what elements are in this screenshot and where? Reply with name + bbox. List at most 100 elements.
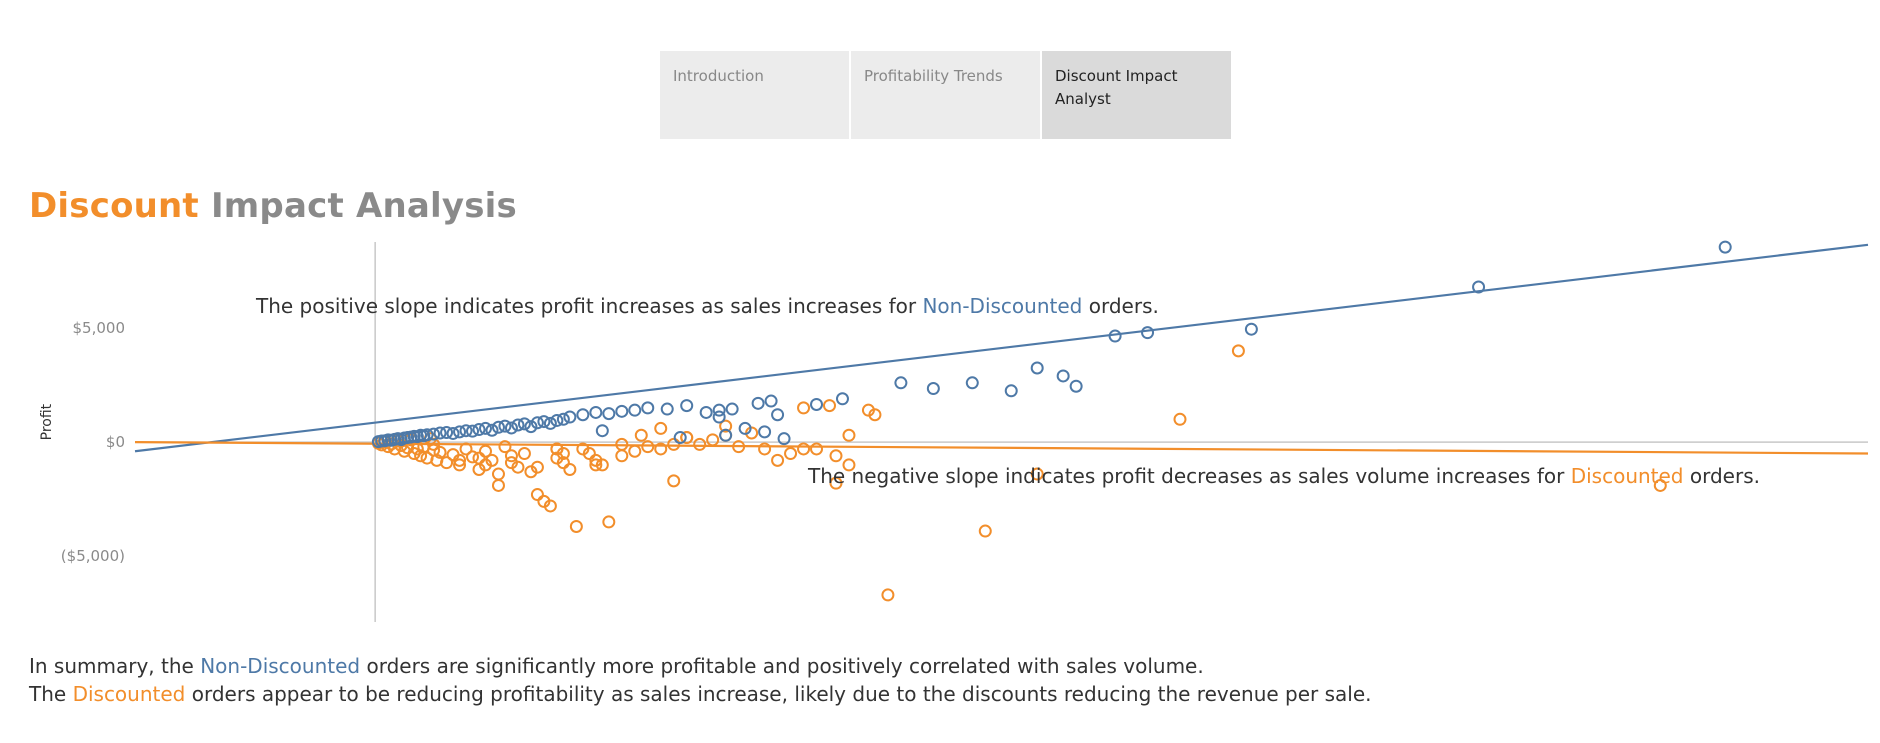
point-non-discounted[interactable]	[777, 432, 791, 446]
point-discounted[interactable]	[829, 449, 843, 463]
point-non-discounted[interactable]	[712, 403, 726, 417]
point-discounted[interactable]	[706, 433, 720, 447]
point-discounted[interactable]	[543, 499, 557, 513]
point-non-discounted[interactable]	[589, 405, 603, 419]
point-non-discounted[interactable]	[550, 413, 564, 427]
point-discounted[interactable]	[530, 460, 544, 474]
point-non-discounted[interactable]	[595, 424, 609, 438]
point-non-discounted[interactable]	[712, 410, 726, 424]
point-discounted[interactable]	[433, 445, 447, 459]
point-discounted[interactable]	[556, 456, 570, 470]
point-discounted[interactable]	[569, 519, 583, 533]
point-discounted[interactable]	[472, 451, 486, 465]
point-discounted[interactable]	[829, 476, 843, 490]
point-non-discounted[interactable]	[1004, 384, 1018, 398]
point-non-discounted[interactable]	[1141, 326, 1155, 340]
point-non-discounted[interactable]	[1472, 280, 1486, 294]
point-discounted[interactable]	[410, 442, 424, 456]
point-non-discounted[interactable]	[504, 421, 518, 435]
point-discounted[interactable]	[641, 440, 655, 454]
scatter-chart[interactable]: $5,000 $0 ($5,000) Profit	[0, 230, 1880, 630]
point-discounted[interactable]	[550, 442, 564, 456]
point-discounted[interactable]	[589, 458, 603, 472]
point-non-discounted[interactable]	[628, 403, 642, 417]
point-discounted[interactable]	[1030, 467, 1044, 481]
point-discounted[interactable]	[478, 444, 492, 458]
point-discounted[interactable]	[842, 458, 856, 472]
point-non-discounted[interactable]	[459, 424, 473, 438]
point-non-discounted[interactable]	[764, 394, 778, 408]
point-non-discounted[interactable]	[1244, 322, 1258, 336]
point-discounted[interactable]	[797, 442, 811, 456]
point-discounted[interactable]	[491, 467, 505, 481]
point-non-discounted[interactable]	[446, 426, 460, 440]
point-discounted[interactable]	[732, 440, 746, 454]
point-discounted[interactable]	[459, 442, 473, 456]
point-discounted[interactable]	[758, 442, 772, 456]
point-non-discounted[interactable]	[615, 404, 629, 418]
point-discounted[interactable]	[453, 453, 467, 467]
point-non-discounted[interactable]	[771, 408, 785, 422]
point-discounted[interactable]	[654, 442, 668, 456]
point-discounted[interactable]	[453, 458, 467, 472]
point-non-discounted[interactable]	[602, 407, 616, 421]
point-discounted[interactable]	[602, 515, 616, 529]
point-discounted[interactable]	[1653, 478, 1667, 492]
point-non-discounted[interactable]	[466, 424, 480, 438]
point-non-discounted[interactable]	[1108, 329, 1122, 343]
point-non-discounted[interactable]	[699, 405, 713, 419]
point-non-discounted[interactable]	[537, 415, 551, 429]
point-non-discounted[interactable]	[641, 401, 655, 415]
point-non-discounted[interactable]	[751, 396, 765, 410]
point-non-discounted[interactable]	[420, 428, 434, 442]
point-discounted[interactable]	[978, 524, 992, 538]
point-non-discounted[interactable]	[673, 431, 687, 445]
point-non-discounted[interactable]	[511, 418, 525, 432]
tab-discount-impact-analyst[interactable]: Discount Impact Analyst	[1042, 51, 1231, 139]
point-non-discounted[interactable]	[810, 397, 824, 411]
point-non-discounted[interactable]	[725, 402, 739, 416]
point-discounted[interactable]	[504, 449, 518, 463]
point-discounted[interactable]	[693, 437, 707, 451]
point-discounted[interactable]	[440, 456, 454, 470]
point-non-discounted[interactable]	[563, 410, 577, 424]
tab-introduction[interactable]: Introduction	[660, 51, 849, 139]
point-non-discounted[interactable]	[719, 428, 733, 442]
point-non-discounted[interactable]	[524, 420, 538, 434]
tab-profitability-trends[interactable]: Profitability Trends	[851, 51, 1040, 139]
point-non-discounted[interactable]	[1069, 379, 1083, 393]
point-discounted[interactable]	[881, 588, 895, 602]
point-non-discounted[interactable]	[835, 392, 849, 406]
point-non-discounted[interactable]	[680, 399, 694, 413]
point-non-discounted[interactable]	[738, 421, 752, 435]
point-discounted[interactable]	[498, 440, 512, 454]
point-non-discounted[interactable]	[427, 427, 441, 441]
point-non-discounted[interactable]	[965, 376, 979, 390]
point-non-discounted[interactable]	[440, 426, 454, 440]
point-discounted[interactable]	[615, 437, 629, 451]
point-discounted[interactable]	[615, 449, 629, 463]
point-discounted[interactable]	[771, 453, 785, 467]
point-non-discounted[interactable]	[530, 416, 544, 430]
point-discounted[interactable]	[719, 419, 733, 433]
point-non-discounted[interactable]	[517, 417, 531, 431]
point-discounted[interactable]	[1173, 412, 1187, 426]
point-discounted[interactable]	[491, 478, 505, 492]
point-discounted[interactable]	[810, 442, 824, 456]
point-discounted[interactable]	[667, 474, 681, 488]
point-non-discounted[interactable]	[543, 416, 557, 430]
point-discounted[interactable]	[1231, 344, 1245, 358]
point-non-discounted[interactable]	[485, 423, 499, 437]
point-discounted[interactable]	[517, 447, 531, 461]
point-discounted[interactable]	[466, 450, 480, 464]
point-discounted[interactable]	[634, 428, 648, 442]
point-non-discounted[interactable]	[1056, 369, 1070, 383]
point-discounted[interactable]	[563, 462, 577, 476]
point-non-discounted[interactable]	[1030, 361, 1044, 375]
point-non-discounted[interactable]	[894, 376, 908, 390]
point-discounted[interactable]	[680, 431, 694, 445]
point-non-discounted[interactable]	[758, 425, 772, 439]
point-non-discounted[interactable]	[576, 408, 590, 422]
point-non-discounted[interactable]	[498, 419, 512, 433]
point-discounted[interactable]	[797, 401, 811, 415]
